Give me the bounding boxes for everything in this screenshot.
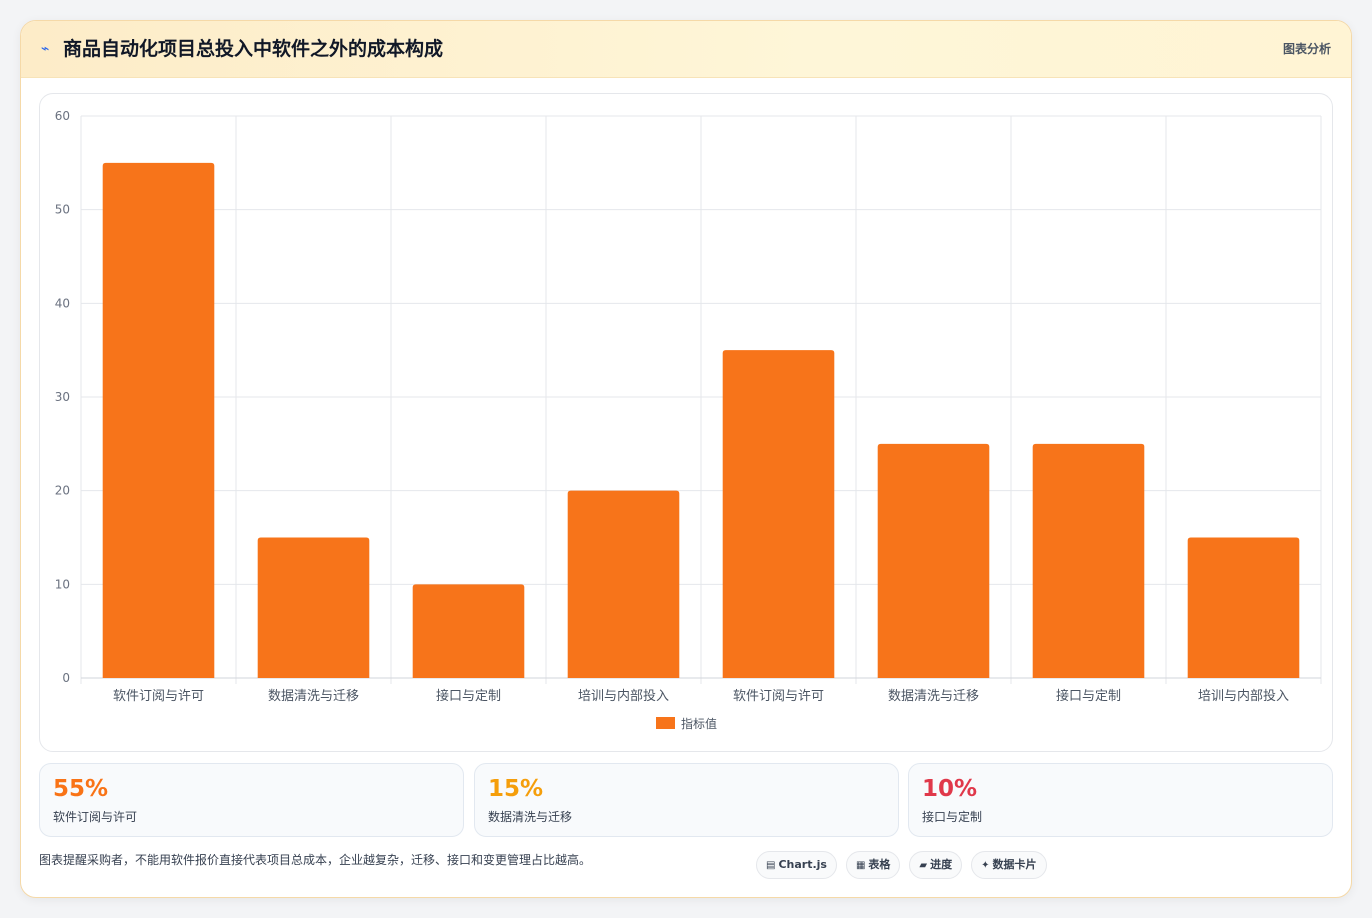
- y-tick-label: 0: [62, 671, 70, 685]
- table-icon: ▦: [855, 860, 866, 871]
- chip-label: 数据卡片: [992, 858, 1037, 871]
- chip-label: Chart.js: [778, 858, 827, 871]
- stat-label: 接口与定制: [922, 810, 983, 824]
- x-tick-label: 软件订阅与许可: [113, 689, 204, 704]
- stat-label: 数据清洗与迁移: [488, 810, 573, 824]
- bar[interactable]: [1187, 537, 1300, 679]
- stat-value: 55%: [53, 776, 109, 802]
- stat-value: 10%: [922, 776, 978, 802]
- bar[interactable]: [102, 162, 215, 678]
- chart-panel: 0 10 20 30 40 50 60 软件订阅与许可 数据清洗与迁移 接口与定制 培训与内部投入 软…: [39, 93, 1333, 752]
- bar[interactable]: [877, 443, 990, 678]
- stat-card-interface: 10% 接口与定制: [908, 763, 1333, 837]
- x-tick-label: 接口与定制: [436, 688, 501, 704]
- stat-card-software: 55% 软件订阅与许可: [39, 763, 464, 837]
- legend-swatch: [656, 717, 675, 729]
- footer-note: 图表提醒采购者，不能用软件报价直接代表项目总成本，企业越复杂，迁移、接口和变更管…: [39, 853, 592, 867]
- legend-label: 指标值: [681, 716, 717, 731]
- y-tick-label: 30: [55, 390, 70, 404]
- stat-value: 15%: [488, 776, 544, 802]
- chart-analysis-label: 图表分析: [1282, 42, 1331, 56]
- x-tick-label: 培训与内部投入: [578, 688, 669, 704]
- x-tick-label: 数据清洗与迁移: [268, 689, 359, 704]
- bar-chart: 0 10 20 30 40 50 60 软件订阅与许可 数据清洗与迁移 接口与定制 培训与内部投入 软…: [55, 109, 1322, 731]
- chip-chartjs[interactable]: ▤ Chart.js: [756, 851, 837, 879]
- card-header: ⌁ 商品自动化项目总投入中软件之外的成本构成 图表分析: [21, 21, 1351, 78]
- sparkle-icon: ✦: [981, 860, 990, 871]
- chip-data-card[interactable]: ✦ 数据卡片: [971, 851, 1047, 879]
- y-tick-label: 40: [55, 296, 70, 310]
- stat-label: 软件订阅与许可: [53, 810, 138, 824]
- x-tick-label: 接口与定制: [1056, 688, 1121, 704]
- chart-icon: ▤: [766, 860, 776, 871]
- chip-row: ▤ Chart.js ▦ 表格 ▰ 进度 ✦ 数据卡片: [756, 851, 1047, 879]
- chip-label: 进度: [930, 858, 953, 871]
- page-title: 商品自动化项目总投入中软件之外的成本构成: [63, 38, 444, 60]
- chip-table[interactable]: ▦ 表格: [845, 851, 901, 879]
- y-tick-label: 60: [55, 109, 70, 123]
- chart-line-icon: ⌁: [41, 41, 50, 57]
- bar[interactable]: [412, 584, 525, 678]
- bar[interactable]: [257, 537, 370, 679]
- chart-card: ⌁ 商品自动化项目总投入中软件之外的成本构成 图表分析 0 10 20 30 40 50 6…: [20, 20, 1352, 898]
- chip-label: 表格: [868, 858, 891, 871]
- bar[interactable]: [567, 490, 680, 678]
- y-tick-label: 20: [55, 484, 70, 498]
- x-tick-label: 数据清洗与迁移: [888, 689, 979, 704]
- progress-icon: ▰: [919, 860, 928, 871]
- bar[interactable]: [1032, 443, 1145, 678]
- chip-progress[interactable]: ▰ 进度: [909, 851, 963, 879]
- y-tick-label: 10: [55, 577, 70, 591]
- x-tick-label: 培训与内部投入: [1198, 688, 1289, 704]
- bar[interactable]: [722, 350, 835, 678]
- y-tick-label: 50: [55, 203, 70, 217]
- x-tick-label: 软件订阅与许可: [733, 689, 824, 704]
- stat-card-data-cleaning: 15% 数据清洗与迁移: [474, 763, 899, 837]
